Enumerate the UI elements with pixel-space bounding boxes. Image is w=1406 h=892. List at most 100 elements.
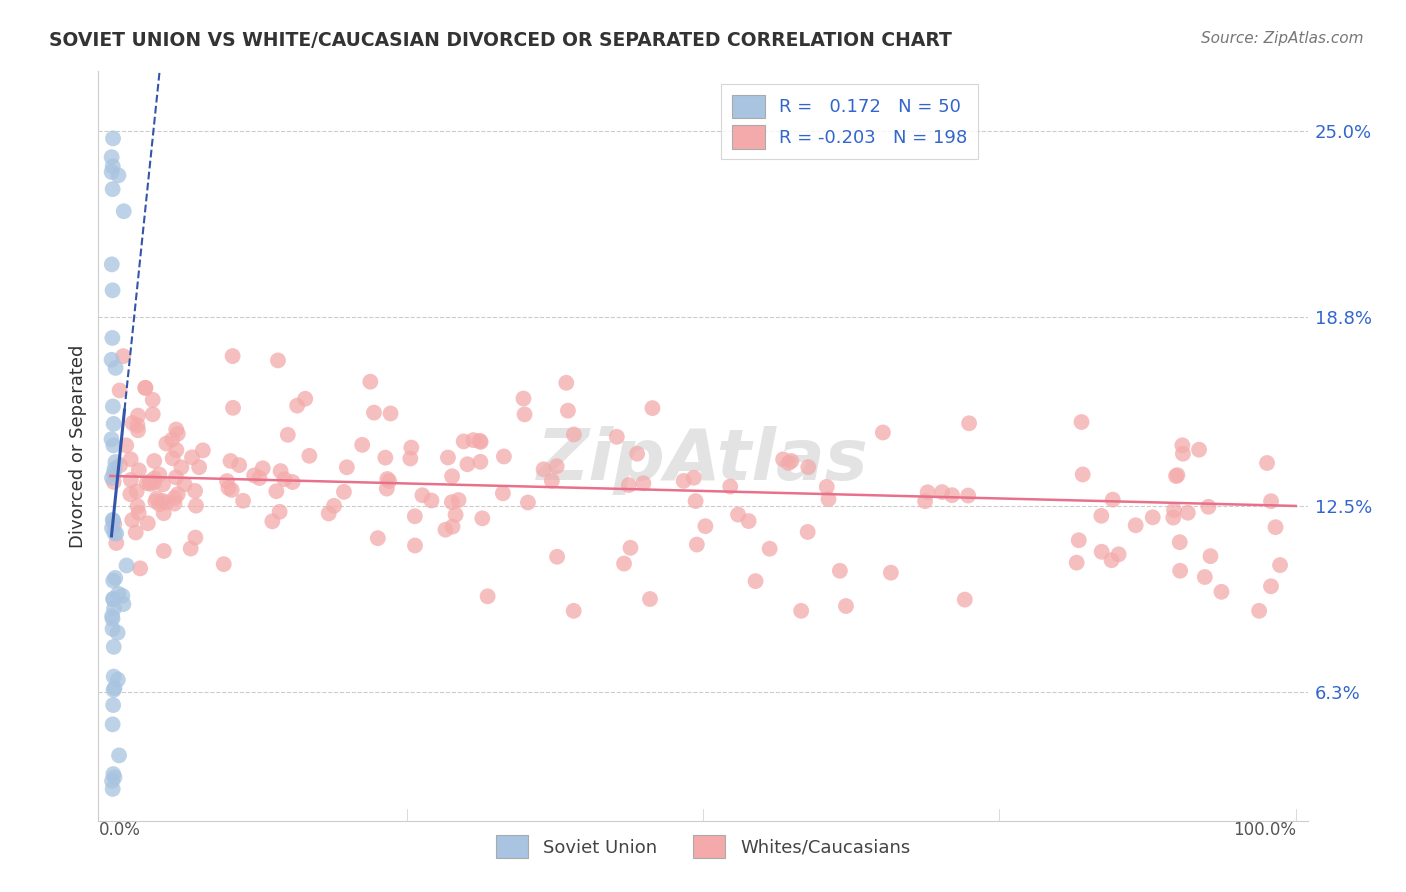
- Point: [156, 495, 179, 509]
- Point: [1163, 503, 1185, 517]
- Point: [447, 493, 470, 508]
- Point: [101, 400, 124, 414]
- Point: [101, 612, 124, 626]
- Point: [1171, 438, 1194, 452]
- Point: [374, 450, 396, 465]
- Point: [243, 468, 266, 483]
- Point: [1168, 535, 1191, 549]
- Point: [796, 524, 818, 539]
- Point: [228, 458, 250, 472]
- Point: [107, 625, 129, 640]
- Point: [103, 475, 125, 489]
- Point: [1166, 468, 1188, 483]
- Point: [103, 526, 125, 541]
- Point: [1142, 510, 1164, 524]
- Point: [441, 469, 464, 483]
- Point: [441, 519, 464, 533]
- Point: [145, 491, 167, 506]
- Point: [184, 499, 207, 513]
- Point: [252, 461, 274, 475]
- Point: [100, 165, 122, 179]
- Point: [127, 499, 149, 513]
- Point: [221, 349, 243, 363]
- Point: [103, 438, 125, 452]
- Text: 0.0%: 0.0%: [98, 821, 141, 838]
- Point: [363, 406, 385, 420]
- Point: [127, 409, 149, 423]
- Point: [1071, 467, 1094, 482]
- Point: [817, 492, 839, 507]
- Point: [917, 485, 939, 500]
- Point: [378, 474, 401, 488]
- Point: [1164, 469, 1187, 483]
- Point: [492, 450, 515, 464]
- Point: [957, 489, 980, 503]
- Point: [727, 508, 749, 522]
- Point: [1101, 492, 1123, 507]
- Point: [181, 450, 204, 465]
- Point: [672, 474, 695, 488]
- Point: [281, 475, 304, 489]
- Point: [1070, 415, 1092, 429]
- Point: [120, 487, 142, 501]
- Point: [957, 417, 980, 431]
- Point: [1066, 556, 1088, 570]
- Point: [135, 476, 157, 491]
- Text: ZipAtlas: ZipAtlas: [537, 426, 869, 495]
- Point: [215, 474, 238, 488]
- Point: [420, 493, 443, 508]
- Point: [880, 566, 903, 580]
- Point: [606, 430, 628, 444]
- Point: [112, 204, 135, 219]
- Point: [1108, 547, 1130, 561]
- Point: [437, 450, 460, 465]
- Point: [298, 449, 321, 463]
- Point: [115, 438, 138, 452]
- Point: [367, 531, 389, 545]
- Point: [1161, 510, 1184, 524]
- Point: [103, 682, 125, 697]
- Point: [152, 477, 174, 491]
- Point: [142, 407, 165, 421]
- Point: [512, 392, 534, 406]
- Point: [1249, 604, 1271, 618]
- Point: [162, 433, 184, 447]
- Y-axis label: Divorced or Separated: Divorced or Separated: [69, 344, 87, 548]
- Point: [546, 549, 568, 564]
- Point: [533, 462, 555, 476]
- Point: [440, 495, 463, 509]
- Point: [136, 516, 159, 531]
- Point: [108, 384, 131, 398]
- Point: [790, 604, 813, 618]
- Point: [249, 471, 271, 485]
- Point: [232, 493, 254, 508]
- Point: [1211, 584, 1233, 599]
- Point: [797, 460, 820, 475]
- Point: [399, 451, 422, 466]
- Point: [266, 484, 288, 499]
- Point: [112, 349, 135, 363]
- Point: [103, 467, 125, 481]
- Point: [546, 459, 568, 474]
- Point: [277, 427, 299, 442]
- Point: [101, 781, 124, 796]
- Point: [101, 717, 124, 731]
- Point: [557, 403, 579, 417]
- Point: [120, 473, 142, 487]
- Text: SOVIET UNION VS WHITE/CAUCASIAN DIVORCED OR SEPARATED CORRELATION CHART: SOVIET UNION VS WHITE/CAUCASIAN DIVORCED…: [49, 31, 952, 50]
- Point: [619, 541, 641, 555]
- Point: [641, 401, 664, 416]
- Point: [1091, 545, 1114, 559]
- Point: [1101, 553, 1123, 567]
- Point: [633, 476, 655, 491]
- Point: [1199, 549, 1222, 563]
- Point: [758, 541, 780, 556]
- Point: [101, 773, 124, 788]
- Point: [492, 486, 515, 500]
- Point: [294, 392, 316, 406]
- Point: [152, 544, 174, 558]
- Point: [540, 474, 562, 488]
- Point: [104, 360, 127, 375]
- Point: [138, 475, 160, 489]
- Point: [134, 381, 156, 395]
